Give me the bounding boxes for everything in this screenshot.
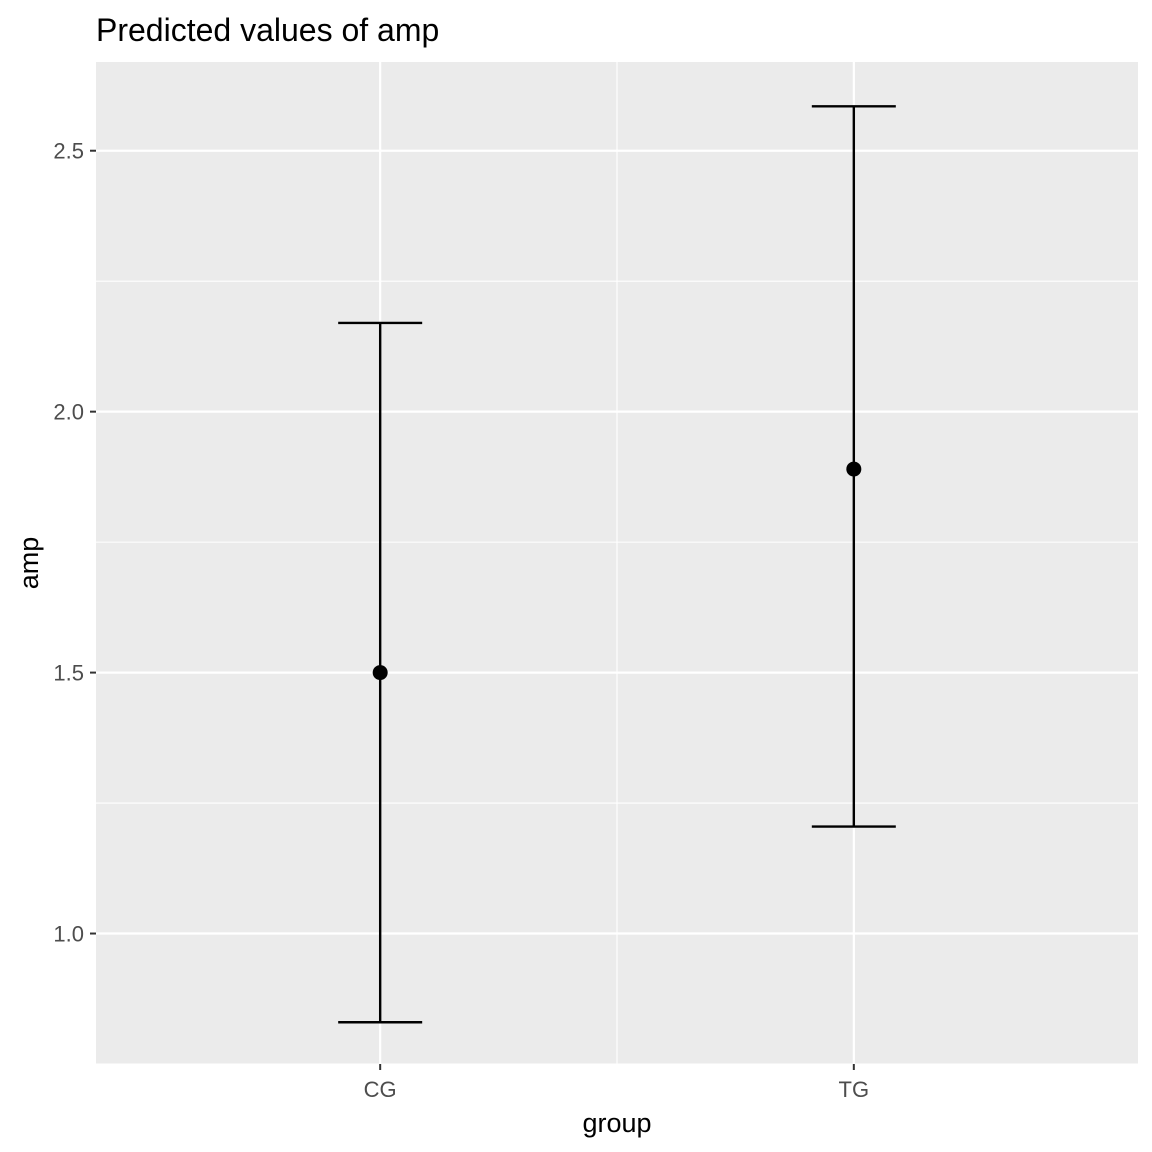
y-tick-label: 1.0 [53,922,84,947]
x-tick-label: CG [364,1077,397,1102]
y-tick-label: 1.5 [53,661,84,686]
chart-title: Predicted values of amp [96,12,439,48]
x-tick-label: TG [839,1077,870,1102]
y-axis-title: amp [14,537,44,590]
point-CG [372,665,388,681]
error-bars [338,105,896,1024]
x-axis-title: group [582,1108,651,1138]
axis-ticks: 1.0 1.5 2.0 2.5 CG TG [53,139,869,1102]
point-TG [846,461,862,477]
y-tick-label: 2.5 [53,139,84,164]
y-tick-label: 2.0 [53,400,84,425]
